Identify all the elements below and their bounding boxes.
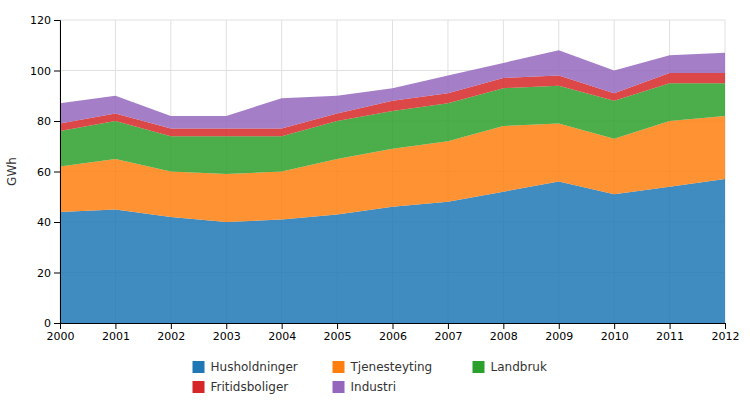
tick-label: 20 <box>37 267 51 280</box>
tick-mark <box>559 323 560 329</box>
tick-mark <box>54 222 60 223</box>
tick-mark <box>614 323 615 329</box>
legend-item: Fritidsboliger <box>193 380 289 394</box>
tick-label: 2009 <box>545 330 573 343</box>
tick-label: 0 <box>44 317 51 330</box>
tick-label: 2004 <box>268 330 296 343</box>
tick-mark <box>54 71 60 72</box>
tick: 2003 <box>213 323 241 343</box>
tick: 20 <box>37 267 60 280</box>
tick-label: 120 <box>30 14 51 27</box>
tick: 2009 <box>545 323 573 343</box>
tick-label: 2010 <box>601 330 629 343</box>
tick: 2011 <box>656 323 684 343</box>
legend-swatch <box>333 361 345 373</box>
tick: 2001 <box>102 323 130 343</box>
tick-mark <box>54 20 60 21</box>
tick: 2006 <box>379 323 407 343</box>
legend-item: Husholdninger <box>193 360 298 374</box>
tick-mark <box>226 323 227 329</box>
tick-mark <box>171 323 172 329</box>
tick: 40 <box>37 216 60 229</box>
tick: 2004 <box>268 323 296 343</box>
tick-mark <box>337 323 338 329</box>
tick-mark <box>54 273 60 274</box>
tick-label: 2011 <box>656 330 684 343</box>
tick-label: 2007 <box>434 330 462 343</box>
tick: 80 <box>37 115 60 128</box>
legend-label: Landbruk <box>491 360 547 374</box>
tick: 0 <box>44 317 60 330</box>
tick-label: 100 <box>30 65 51 78</box>
grid <box>60 20 725 323</box>
legend-swatch <box>193 361 205 373</box>
legend-swatch <box>473 361 485 373</box>
tick: 2010 <box>601 323 629 343</box>
tick-mark <box>282 323 283 329</box>
axis-line <box>54 21 61 324</box>
tick-label: 60 <box>37 166 51 179</box>
tick-label: 2005 <box>324 330 352 343</box>
tick-label: 80 <box>37 115 51 128</box>
legend-item: Landbruk <box>473 360 547 374</box>
tick: 2008 <box>490 323 518 343</box>
legend: Husholdninger Tjenesteyting Landbruk Fritid… <box>193 360 547 394</box>
legend-label: Husholdninger <box>211 360 298 374</box>
tick-label: 40 <box>37 216 51 229</box>
chart: 2000 2001 2002 2003 2004 2005 2006 2007 2008 2009… <box>0 0 750 418</box>
legend-label: Tjenesteyting <box>350 360 433 374</box>
areas <box>60 50 725 323</box>
legend-label: Industri <box>351 380 397 394</box>
tick-label: 2012 <box>712 330 740 343</box>
tick-mark <box>725 323 726 329</box>
tick: 60 <box>37 166 60 179</box>
tick: 120 <box>30 14 60 27</box>
tick-mark <box>448 323 449 329</box>
tick-label: 2006 <box>379 330 407 343</box>
x-axis: 2000 2001 2002 2003 2004 2005 2006 2007 2008 2009… <box>47 323 740 343</box>
tick-label: 2002 <box>157 330 185 343</box>
tick-mark <box>393 323 394 329</box>
legend-label: Fritidsboliger <box>211 380 289 394</box>
tick-label: 2003 <box>213 330 241 343</box>
legend-swatch <box>333 381 345 393</box>
tick-mark <box>670 323 671 329</box>
tick-label: 2001 <box>102 330 130 343</box>
tick: 100 <box>30 65 60 78</box>
tick-mark <box>54 172 60 173</box>
legend-swatch <box>193 381 205 393</box>
tick: 2005 <box>324 323 352 343</box>
legend-item: Industri <box>333 380 397 394</box>
tick: 2012 <box>712 323 740 343</box>
tick: 2002 <box>157 323 185 343</box>
plot-area: 2000 2001 2002 2003 2004 2005 2006 2007 2008 2009… <box>30 14 740 343</box>
tick-label: 2000 <box>47 330 75 343</box>
area <box>60 50 725 128</box>
tick-mark <box>115 323 116 329</box>
y-axis-title: GWh <box>5 157 19 186</box>
tick-mark <box>503 323 504 329</box>
tick: 2007 <box>434 323 462 343</box>
axis-line <box>61 324 726 330</box>
y-axis: 0 20 40 60 80 100 120 <box>30 14 61 330</box>
legend-item: Tjenesteyting <box>333 360 433 374</box>
tick-mark <box>54 121 60 122</box>
tick-mark <box>54 323 60 324</box>
tick-label: 2008 <box>490 330 518 343</box>
